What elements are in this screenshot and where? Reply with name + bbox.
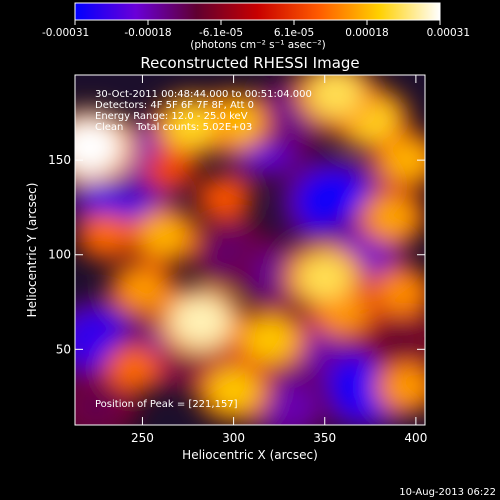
heatmap-source — [257, 379, 320, 425]
annotation-energy: Energy Range: 12.0 - 25.0 keV — [95, 111, 248, 122]
heatmap-source — [85, 217, 127, 254]
colorbar-tick-label: 0.00031 — [427, 27, 470, 39]
x-tick-label: 250 — [131, 431, 154, 445]
x-tick-label: 400 — [404, 431, 427, 445]
heatmap-source — [207, 369, 260, 413]
colorbar-tick-label: -6.1e-05 — [199, 27, 243, 39]
heatmap-source — [378, 273, 425, 312]
peak-position-label: Position of Peak = [221,157] — [95, 399, 238, 410]
heatmap-source — [296, 253, 353, 302]
y-tick-label: 50 — [56, 342, 71, 356]
annotation-counts: Clean Total counts: 5.02E+03 — [95, 122, 252, 133]
heatmap-source — [164, 103, 219, 149]
heatmap-source — [170, 295, 232, 347]
heatmap-source — [75, 119, 122, 175]
plot-frame — [74, 74, 426, 426]
heatmap-layer — [75, 75, 425, 425]
y-axis-label: Heliocentric Y (arcsec) — [25, 183, 39, 318]
colorbar-tick-label: -0.00031 — [42, 27, 89, 39]
colorbar — [74, 2, 441, 21]
x-tick-label: 350 — [313, 431, 336, 445]
footer-timestamp: 10-Aug-2013 06:22 — [399, 487, 496, 498]
colorbar-tick-label: 6.1e-05 — [274, 27, 314, 39]
annotation-detectors: Detectors: 4F 5F 6F 7F 8F, Att 0 — [95, 100, 254, 111]
heatmap-source — [368, 196, 417, 238]
heatmap-source — [204, 181, 245, 215]
colorbar-ticks: -0.00031 -0.00018 -6.1e-05 6.1e-05 0.00018 0.… — [42, 20, 470, 39]
heatmap-source — [374, 316, 425, 363]
heatmap-source — [307, 75, 364, 118]
y-tick-label: 100 — [48, 248, 71, 262]
y-tick-label: 150 — [48, 153, 71, 167]
annotation-block: 30-Oct-2011 00:48:44.000 to 00:51:04.000… — [95, 89, 312, 133]
axis-ticks: 250 300 350 400 50 100 150 — [48, 75, 427, 445]
heatmap-source — [151, 153, 189, 186]
chart-title: Reconstructed RHESSI Image — [140, 54, 359, 72]
x-axis-label: Heliocentric X (arcsec) — [182, 448, 318, 462]
colorbar-tick-label: 0.00018 — [345, 27, 388, 39]
colorbar-unit-label: (photons cm⁻² s⁻¹ asec⁻²) — [190, 39, 325, 51]
heatmap-source — [75, 382, 126, 425]
heatmap-source — [119, 268, 166, 309]
heatmap-source — [382, 139, 425, 181]
colorbar-tick-label: -0.00018 — [124, 27, 171, 39]
heatmap-source — [139, 215, 189, 257]
annotation-time: 30-Oct-2011 00:48:44.000 to 00:51:04.000 — [95, 89, 312, 100]
heatmap-source — [383, 367, 425, 407]
heatmap-source — [112, 350, 155, 387]
x-tick-label: 300 — [222, 431, 245, 445]
heatmap-source — [244, 318, 296, 362]
